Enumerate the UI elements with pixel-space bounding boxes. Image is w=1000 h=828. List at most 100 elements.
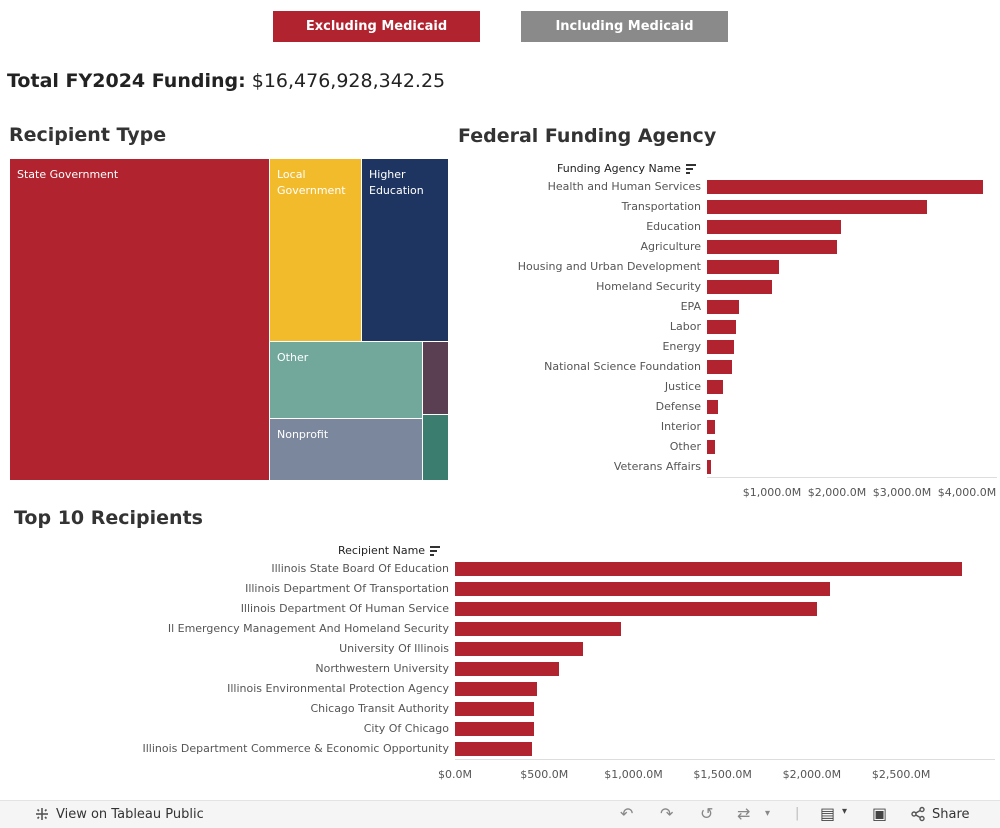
tableau-logo-icon — [36, 808, 48, 820]
agency-bar[interactable] — [707, 180, 984, 194]
agency-bar[interactable] — [707, 380, 723, 394]
agency-bar[interactable] — [707, 300, 739, 314]
treemap-tile-higher-education[interactable]: Higher Education — [362, 159, 449, 342]
total-funding-value: $16,476,928,342.25 — [251, 70, 446, 92]
recipient-bar[interactable] — [455, 702, 534, 716]
agency-bar[interactable] — [707, 460, 711, 474]
treemap-tile-nonprofit[interactable]: Nonprofit — [270, 419, 423, 481]
agency-bar[interactable] — [707, 440, 715, 454]
recipient-category-label: Illinois Department Of Human Service — [240, 602, 449, 615]
sort-icon[interactable] — [430, 546, 441, 556]
view-on-tableau-public-link[interactable]: View on Tableau Public — [34, 806, 204, 822]
treemap-tile-other[interactable]: Other — [270, 342, 423, 419]
view-on-tableau-public-label: View on Tableau Public — [56, 806, 204, 822]
recipient-x-axis-line — [455, 759, 995, 760]
agency-bar[interactable] — [707, 360, 733, 374]
revert-icon[interactable]: ↺ — [700, 804, 714, 823]
agency-category-label: Transportation — [621, 200, 701, 213]
fullscreen-icon[interactable]: ▣ — [872, 804, 888, 823]
agency-bar[interactable] — [707, 320, 737, 334]
agency-category-label: Other — [669, 440, 701, 453]
including-medicaid-button[interactable]: Including Medicaid — [521, 11, 728, 42]
treemap-tile-state-government[interactable]: State Government — [10, 159, 270, 481]
recipient-axis-header-label: Recipient Name — [338, 544, 426, 557]
share-button[interactable]: Share — [910, 806, 970, 822]
agency-x-axis-line — [707, 477, 997, 478]
recipient-bar[interactable] — [455, 602, 818, 616]
agency-category-label: Justice — [664, 380, 701, 393]
recipient-category-label: Illinois Environmental Protection Agency — [227, 682, 449, 695]
top-recipients-title: Top 10 Recipients — [14, 507, 203, 529]
recipient-axis-header[interactable]: Recipient Name — [338, 544, 441, 557]
agency-x-tick-label: $4,000.0M — [937, 486, 997, 499]
recipient-type-treemap: State Government Local Government Higher… — [10, 159, 449, 481]
agency-category-label: EPA — [680, 300, 701, 313]
treemap-tile-label: Higher Education — [369, 168, 424, 197]
recipient-bar[interactable] — [455, 582, 830, 596]
recipient-category-label: Illinois Department Commerce & Economic … — [142, 742, 450, 755]
recipient-bar[interactable] — [455, 722, 534, 736]
treemap-tile-label: State Government — [17, 168, 119, 181]
agency-category-label: Education — [646, 220, 701, 233]
agency-chart-title: Federal Funding Agency — [458, 125, 717, 147]
treemap-tile-unlabeled-teal[interactable] — [423, 415, 449, 481]
agency-category-label: Labor — [669, 320, 701, 333]
excluding-medicaid-button[interactable]: Excluding Medicaid — [273, 11, 480, 42]
recipient-category-label: Illinois State Board Of Education — [271, 562, 449, 575]
tableau-toolbar: View on Tableau Public ↶ ↷ ↺ ⇄ ▾ | ▤ ▾ ▣… — [0, 800, 1000, 828]
agency-bar[interactable] — [707, 200, 928, 214]
treemap-tile-label: Nonprofit — [277, 428, 329, 441]
agency-category-label: Housing and Urban Development — [517, 260, 701, 273]
recipient-category-label: Illinois Department Of Transportation — [245, 582, 449, 595]
share-icon — [911, 806, 925, 822]
agency-category-label: National Science Foundation — [544, 360, 701, 373]
download-icon[interactable]: ▤ — [820, 804, 836, 823]
recipient-bar[interactable] — [455, 742, 532, 756]
agency-bar[interactable] — [707, 260, 780, 274]
recipient-bar[interactable] — [455, 622, 621, 636]
recipient-bar[interactable] — [455, 642, 584, 656]
agency-bar[interactable] — [707, 240, 837, 254]
recipient-category-label: City Of Chicago — [363, 722, 449, 735]
agency-axis-header[interactable]: Funding Agency Name — [557, 162, 696, 175]
recipient-x-tick-label: $500.0M — [520, 768, 569, 781]
refresh-icon[interactable]: ⇄ — [737, 804, 751, 823]
recipient-x-tick-label: $0.0M — [438, 768, 472, 781]
agency-category-label: Agriculture — [640, 240, 702, 253]
treemap-tile-label: Other — [277, 351, 309, 364]
treemap-tile-local-government[interactable]: Local Government — [270, 159, 362, 342]
agency-category-label: Veterans Affairs — [613, 460, 701, 473]
download-dropdown-icon[interactable]: ▾ — [842, 806, 848, 817]
recipient-category-label: University Of Illinois — [339, 642, 449, 655]
agency-category-label: Health and Human Services — [547, 180, 701, 193]
recipient-bar[interactable] — [455, 662, 559, 676]
recipient-x-tick-label: $1,500.0M — [693, 768, 752, 781]
treemap-tile-label: Local Government — [277, 168, 346, 197]
redo-icon[interactable]: ↷ — [660, 804, 674, 823]
recipient-category-label: Chicago Transit Authority — [310, 702, 449, 715]
recipient-bar[interactable] — [455, 682, 538, 696]
recipient-category-label: Il Emergency Management And Homeland Sec… — [167, 622, 449, 635]
recipient-type-title: Recipient Type — [9, 124, 167, 146]
agency-bar[interactable] — [707, 340, 735, 354]
recipient-x-tick-label: $2,500.0M — [871, 768, 931, 781]
recipient-bar[interactable] — [455, 562, 962, 576]
total-funding: Total FY2024 Funding: $16,476,928,342.25 — [7, 70, 445, 92]
agency-bar[interactable] — [707, 220, 841, 234]
agency-axis-header-label: Funding Agency Name — [557, 162, 681, 175]
recipient-x-tick-label: $1,000.0M — [604, 768, 663, 781]
recipient-category-label: Northwestern University — [315, 662, 449, 675]
agency-category-label: Energy — [662, 340, 701, 353]
recipient-x-tick-label: $2,000.0M — [782, 768, 842, 781]
treemap-tile-unlabeled-purple[interactable] — [423, 342, 449, 415]
agency-bar[interactable] — [707, 400, 719, 414]
undo-icon[interactable]: ↶ — [620, 804, 634, 823]
share-label: Share — [932, 806, 970, 822]
agency-x-tick-label: $2,000.0M — [807, 486, 867, 499]
agency-bar[interactable] — [707, 420, 715, 434]
agency-category-label: Defense — [655, 400, 701, 413]
refresh-dropdown-icon[interactable]: ▾ — [765, 808, 771, 819]
sort-icon[interactable] — [685, 164, 696, 174]
agency-x-tick-label: $1,000.0M — [742, 486, 802, 499]
agency-bar[interactable] — [707, 280, 772, 294]
